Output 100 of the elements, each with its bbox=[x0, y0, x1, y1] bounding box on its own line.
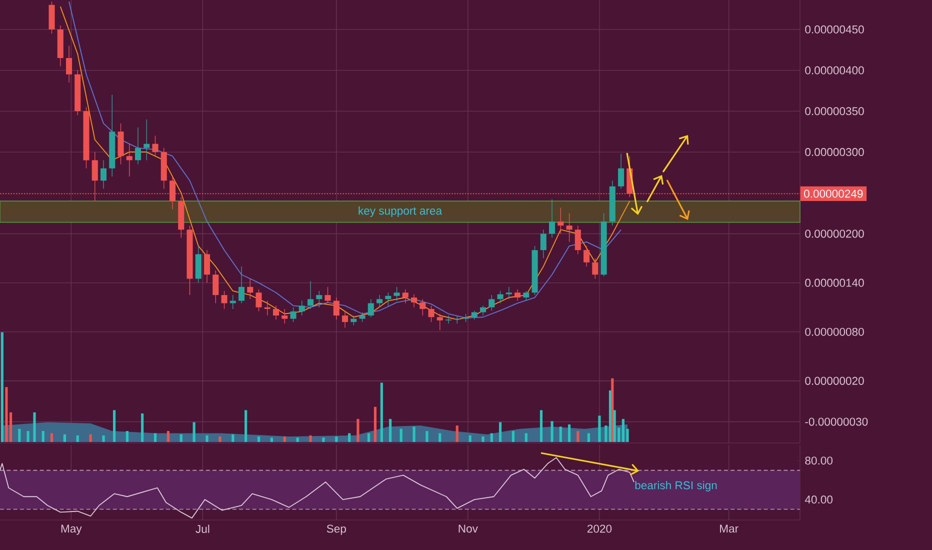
bar bbox=[380, 382, 383, 442]
bar bbox=[426, 431, 428, 442]
bar bbox=[412, 426, 416, 442]
candlestick bbox=[420, 298, 426, 316]
x-tick-label: Sep bbox=[326, 524, 346, 535]
bar bbox=[498, 422, 502, 442]
y-tick-label: 0.00000140 bbox=[805, 278, 864, 287]
y-tick-label: 0.00000300 bbox=[805, 148, 864, 156]
bar bbox=[296, 438, 299, 442]
candlestick bbox=[308, 280, 314, 310]
bar bbox=[0, 332, 4, 442]
bar bbox=[141, 413, 144, 442]
bar bbox=[356, 418, 360, 442]
y-tick-label: 40.00 bbox=[804, 496, 833, 504]
bar bbox=[438, 433, 442, 442]
ref-line-label: 0.00000249 bbox=[804, 190, 863, 198]
bar bbox=[348, 433, 351, 442]
y-tick-label: 0.00000350 bbox=[805, 107, 864, 116]
bar bbox=[389, 418, 392, 442]
bar bbox=[604, 426, 608, 442]
candlestick bbox=[394, 286, 400, 302]
candlestick bbox=[238, 266, 245, 304]
candlestick bbox=[436, 314, 443, 331]
candlestick bbox=[411, 294, 418, 308]
bar bbox=[468, 435, 472, 442]
candlestick bbox=[247, 278, 254, 300]
candlestick bbox=[540, 229, 546, 259]
x-tick-label: Jul bbox=[196, 524, 210, 533]
bar bbox=[33, 412, 36, 442]
bar bbox=[576, 431, 580, 442]
candlestick bbox=[324, 286, 331, 304]
candlestick bbox=[342, 311, 348, 328]
candlestick bbox=[618, 153, 624, 190]
candlestick bbox=[592, 258, 598, 280]
candlestick bbox=[558, 207, 564, 234]
candlestick bbox=[333, 297, 340, 320]
candlestick bbox=[264, 300, 270, 316]
bar bbox=[550, 421, 554, 442]
bar bbox=[244, 410, 248, 442]
candlestick bbox=[100, 160, 107, 190]
candlestick bbox=[134, 127, 142, 165]
bar bbox=[192, 422, 196, 442]
candlestick bbox=[152, 135, 158, 156]
candlestick bbox=[523, 290, 530, 302]
candlestick bbox=[359, 312, 366, 322]
candlestick bbox=[376, 294, 383, 308]
bar bbox=[482, 436, 484, 442]
candlestick bbox=[298, 300, 305, 316]
bar bbox=[335, 436, 338, 442]
bar bbox=[218, 436, 222, 442]
candlestick bbox=[204, 250, 210, 284]
y-tick-label: 0.00000400 bbox=[805, 66, 864, 74]
candlestick bbox=[480, 305, 486, 316]
bar bbox=[180, 434, 182, 442]
candlestick bbox=[497, 290, 504, 304]
bar bbox=[322, 438, 325, 442]
y-tick-label: 0.00000200 bbox=[805, 230, 864, 238]
bar bbox=[400, 428, 402, 442]
candlestick bbox=[66, 45, 72, 83]
bar bbox=[206, 435, 208, 442]
candlestick bbox=[350, 315, 357, 326]
bar bbox=[270, 438, 273, 442]
bar bbox=[490, 433, 493, 442]
candlestick bbox=[221, 290, 228, 310]
candlestick bbox=[290, 306, 296, 322]
x-tick-label: 2020 bbox=[587, 524, 612, 533]
candlestick bbox=[428, 305, 434, 322]
candlestick bbox=[402, 289, 408, 304]
candlestick bbox=[272, 305, 280, 320]
candlestick bbox=[316, 290, 322, 308]
y-tick-label: 80.00 bbox=[805, 456, 833, 465]
bar bbox=[283, 436, 286, 442]
annotation: bearish RSI sign bbox=[635, 480, 717, 492]
candlestick bbox=[584, 246, 590, 267]
bar bbox=[611, 378, 614, 442]
bar bbox=[524, 433, 528, 442]
bar bbox=[374, 406, 376, 442]
bar bbox=[102, 435, 105, 442]
candlestick bbox=[514, 289, 521, 302]
candlestick bbox=[212, 270, 219, 304]
bar bbox=[309, 435, 312, 442]
bar bbox=[613, 410, 616, 442]
y-tick-label: 0.00000020 bbox=[805, 376, 864, 385]
bar bbox=[512, 431, 515, 442]
bar bbox=[587, 433, 590, 442]
candlestick bbox=[446, 315, 452, 324]
bar bbox=[559, 426, 562, 442]
band-label: key support area bbox=[358, 206, 442, 217]
bar bbox=[63, 434, 66, 442]
candlestick bbox=[506, 286, 512, 300]
bar bbox=[154, 433, 157, 442]
bar bbox=[5, 387, 8, 442]
bar bbox=[367, 433, 370, 442]
candlestick bbox=[566, 212, 572, 242]
bar bbox=[126, 431, 129, 442]
candlestick bbox=[549, 199, 556, 238]
bar bbox=[568, 424, 571, 442]
bar bbox=[232, 434, 234, 442]
bar bbox=[166, 431, 170, 442]
candlestick bbox=[574, 225, 581, 255]
